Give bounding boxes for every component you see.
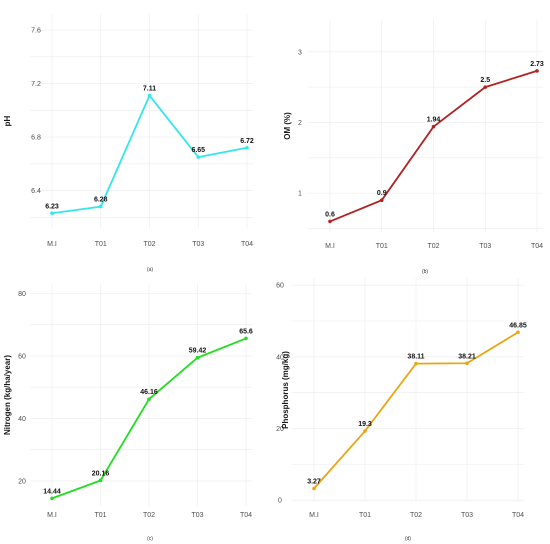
panel-0-panel-tag: (a): [147, 267, 153, 273]
panel-3-x-tick-label: T03: [461, 512, 473, 519]
panel-2-x-tick-label: M.I: [47, 512, 57, 519]
panel-2-x-tick-label: T01: [94, 512, 106, 519]
panel-1-y-tick-label: 2: [298, 120, 302, 127]
panel-3-data-point: [516, 330, 520, 335]
panel-2-y-tick-label: 20: [18, 478, 26, 485]
panel-0-x-tick-label: T04: [241, 241, 253, 248]
panel-2-data-label: 59.42: [189, 348, 207, 355]
panel-2-y-tick-label: 60: [18, 353, 26, 360]
panel-2-data-label: 14.44: [43, 488, 61, 495]
panel-2-x-tick-label: T02: [143, 512, 155, 519]
panel-3-y-tick-label: 60: [276, 283, 284, 290]
panel-3-data-label: 38.21: [458, 353, 476, 360]
panel-3-y-tick-label: 20: [276, 426, 284, 433]
panel-2-data-point: [147, 397, 151, 401]
panel-2-panel-tag: (c): [147, 536, 153, 542]
panel-1-data-point: [431, 124, 436, 129]
panel-1-data-label: 2.73: [530, 61, 544, 68]
panel-3-data-point: [363, 429, 367, 433]
panel-3-y-tick-label: 40: [276, 354, 284, 361]
panel-1-x-tick-label: T04: [531, 243, 543, 250]
panel-1-data-point: [535, 69, 539, 73]
panel-0-data-point: [196, 155, 201, 159]
panel-0-group: 6.4 6.8 7.2 7.6 M.I T01 T02 T03 T04 pH 6.23 6.28 7.1…: [3, 14, 254, 273]
panel-3-panel-tag: (d): [405, 536, 411, 542]
panel-1-data-point: [328, 219, 332, 224]
panel-0-y-tick-label: 7.2: [31, 81, 41, 88]
panel-2-x-tick-label: T04: [240, 512, 252, 519]
panel-0-data-label: 6.65: [191, 147, 205, 154]
panel-3-x-tick-label: T02: [410, 512, 422, 519]
panel-1-y-tick-label: 3: [298, 49, 302, 56]
panel-2-y-tick-label: 40: [18, 416, 26, 423]
panel-3-data-label: 38.11: [407, 354, 424, 361]
panel-2-y-axis-title: Nitrogen (kg/ha/year): [3, 355, 12, 435]
panel-2-data-point: [50, 496, 54, 501]
panel-0-data-label: 6.72: [240, 138, 254, 145]
panel-0-x-tick-label: M.I: [47, 241, 57, 248]
panel-2-x-tick-label: T03: [191, 512, 203, 519]
panel-2-data-point: [98, 478, 103, 483]
panel-0-data-point: [147, 93, 152, 98]
panel-0-y-tick-label: 7.6: [31, 28, 41, 35]
panel-1-data-point: [483, 85, 488, 89]
panel-0-data-label: 6.23: [45, 203, 59, 210]
panel-1-data-label: 0.6: [325, 211, 335, 218]
panel-3-data-point: [414, 361, 418, 366]
panel-3-x-tick-label: T04: [512, 512, 524, 519]
panel-0-x-tick-label: T02: [143, 241, 155, 248]
panel-2-y-tick-label: 80: [18, 291, 26, 298]
panel-3-data-point: [312, 486, 316, 491]
panel-1-x-tick-label: T01: [376, 243, 388, 250]
panel-2-data-label: 20.16: [92, 470, 110, 477]
panel-3-y-tick-label: 0: [278, 498, 282, 505]
panel-0-data-label: 7.11: [143, 86, 156, 93]
panel-0-y-tick-label: 6.4: [31, 188, 41, 195]
panel-1-x-tick-label: T03: [479, 243, 491, 250]
panel-3-x-tick-label: M.I: [309, 512, 319, 519]
panel-2-data-point: [195, 355, 200, 360]
panel-1-x-tick-label: T02: [427, 243, 439, 250]
panel-0-data-point: [245, 145, 249, 150]
panel-1-y-axis-title: OM (%): [283, 112, 292, 140]
panel-3-data-label: 46.85: [509, 322, 527, 329]
panel-1-data-label: 1.94: [427, 117, 441, 124]
panel-1-y-tick-label: 1: [298, 191, 302, 198]
panel-1-data-label: 0.9: [377, 190, 387, 197]
panel-3-data-point: [465, 361, 469, 366]
panel-0-data-point: [50, 211, 54, 216]
panel-1-data-point: [379, 198, 384, 202]
panel-3-y-axis-title: Phosphorus (mg/kg): [281, 351, 290, 429]
panel-1-group: 1 2 3 M.I T01 T02 T03 T04 OM (%) 0.6 0.9 1.94 2.5 2.7…: [283, 20, 544, 275]
panel-2-group: 20 40 60 80 M.I T01 T02 T03 T04 Nitrogen (kg/ha/y…: [3, 284, 253, 542]
panel-1-data-label: 2.5: [480, 77, 490, 84]
panel-3-data-label: 19.3: [358, 421, 372, 428]
panel-0-x-tick-label: T01: [95, 241, 107, 248]
panel-0-data-point: [98, 204, 103, 209]
panel-2-data-label: 46.16: [140, 389, 158, 396]
panel-0-data-label: 6.28: [94, 197, 108, 204]
panel-1-panel-tag: (b): [422, 269, 428, 275]
panel-2-data-label: 65.6: [239, 328, 253, 335]
panel-1-x-tick-label: M.I: [325, 243, 335, 250]
panel-3-data-label: 3.27: [307, 478, 321, 485]
panel-0-x-tick-label: T03: [192, 241, 204, 248]
panel-0-y-axis-title: pH: [3, 115, 12, 126]
panel-3-x-tick-label: T01: [359, 512, 371, 519]
panel-0-y-tick-label: 6.8: [31, 135, 41, 142]
panel-3-group: 0 20 40 60 M.I T01 T02 T03 T04 Phosphorus (mg/kg)…: [276, 278, 527, 542]
panel-2-data-point: [244, 336, 248, 341]
